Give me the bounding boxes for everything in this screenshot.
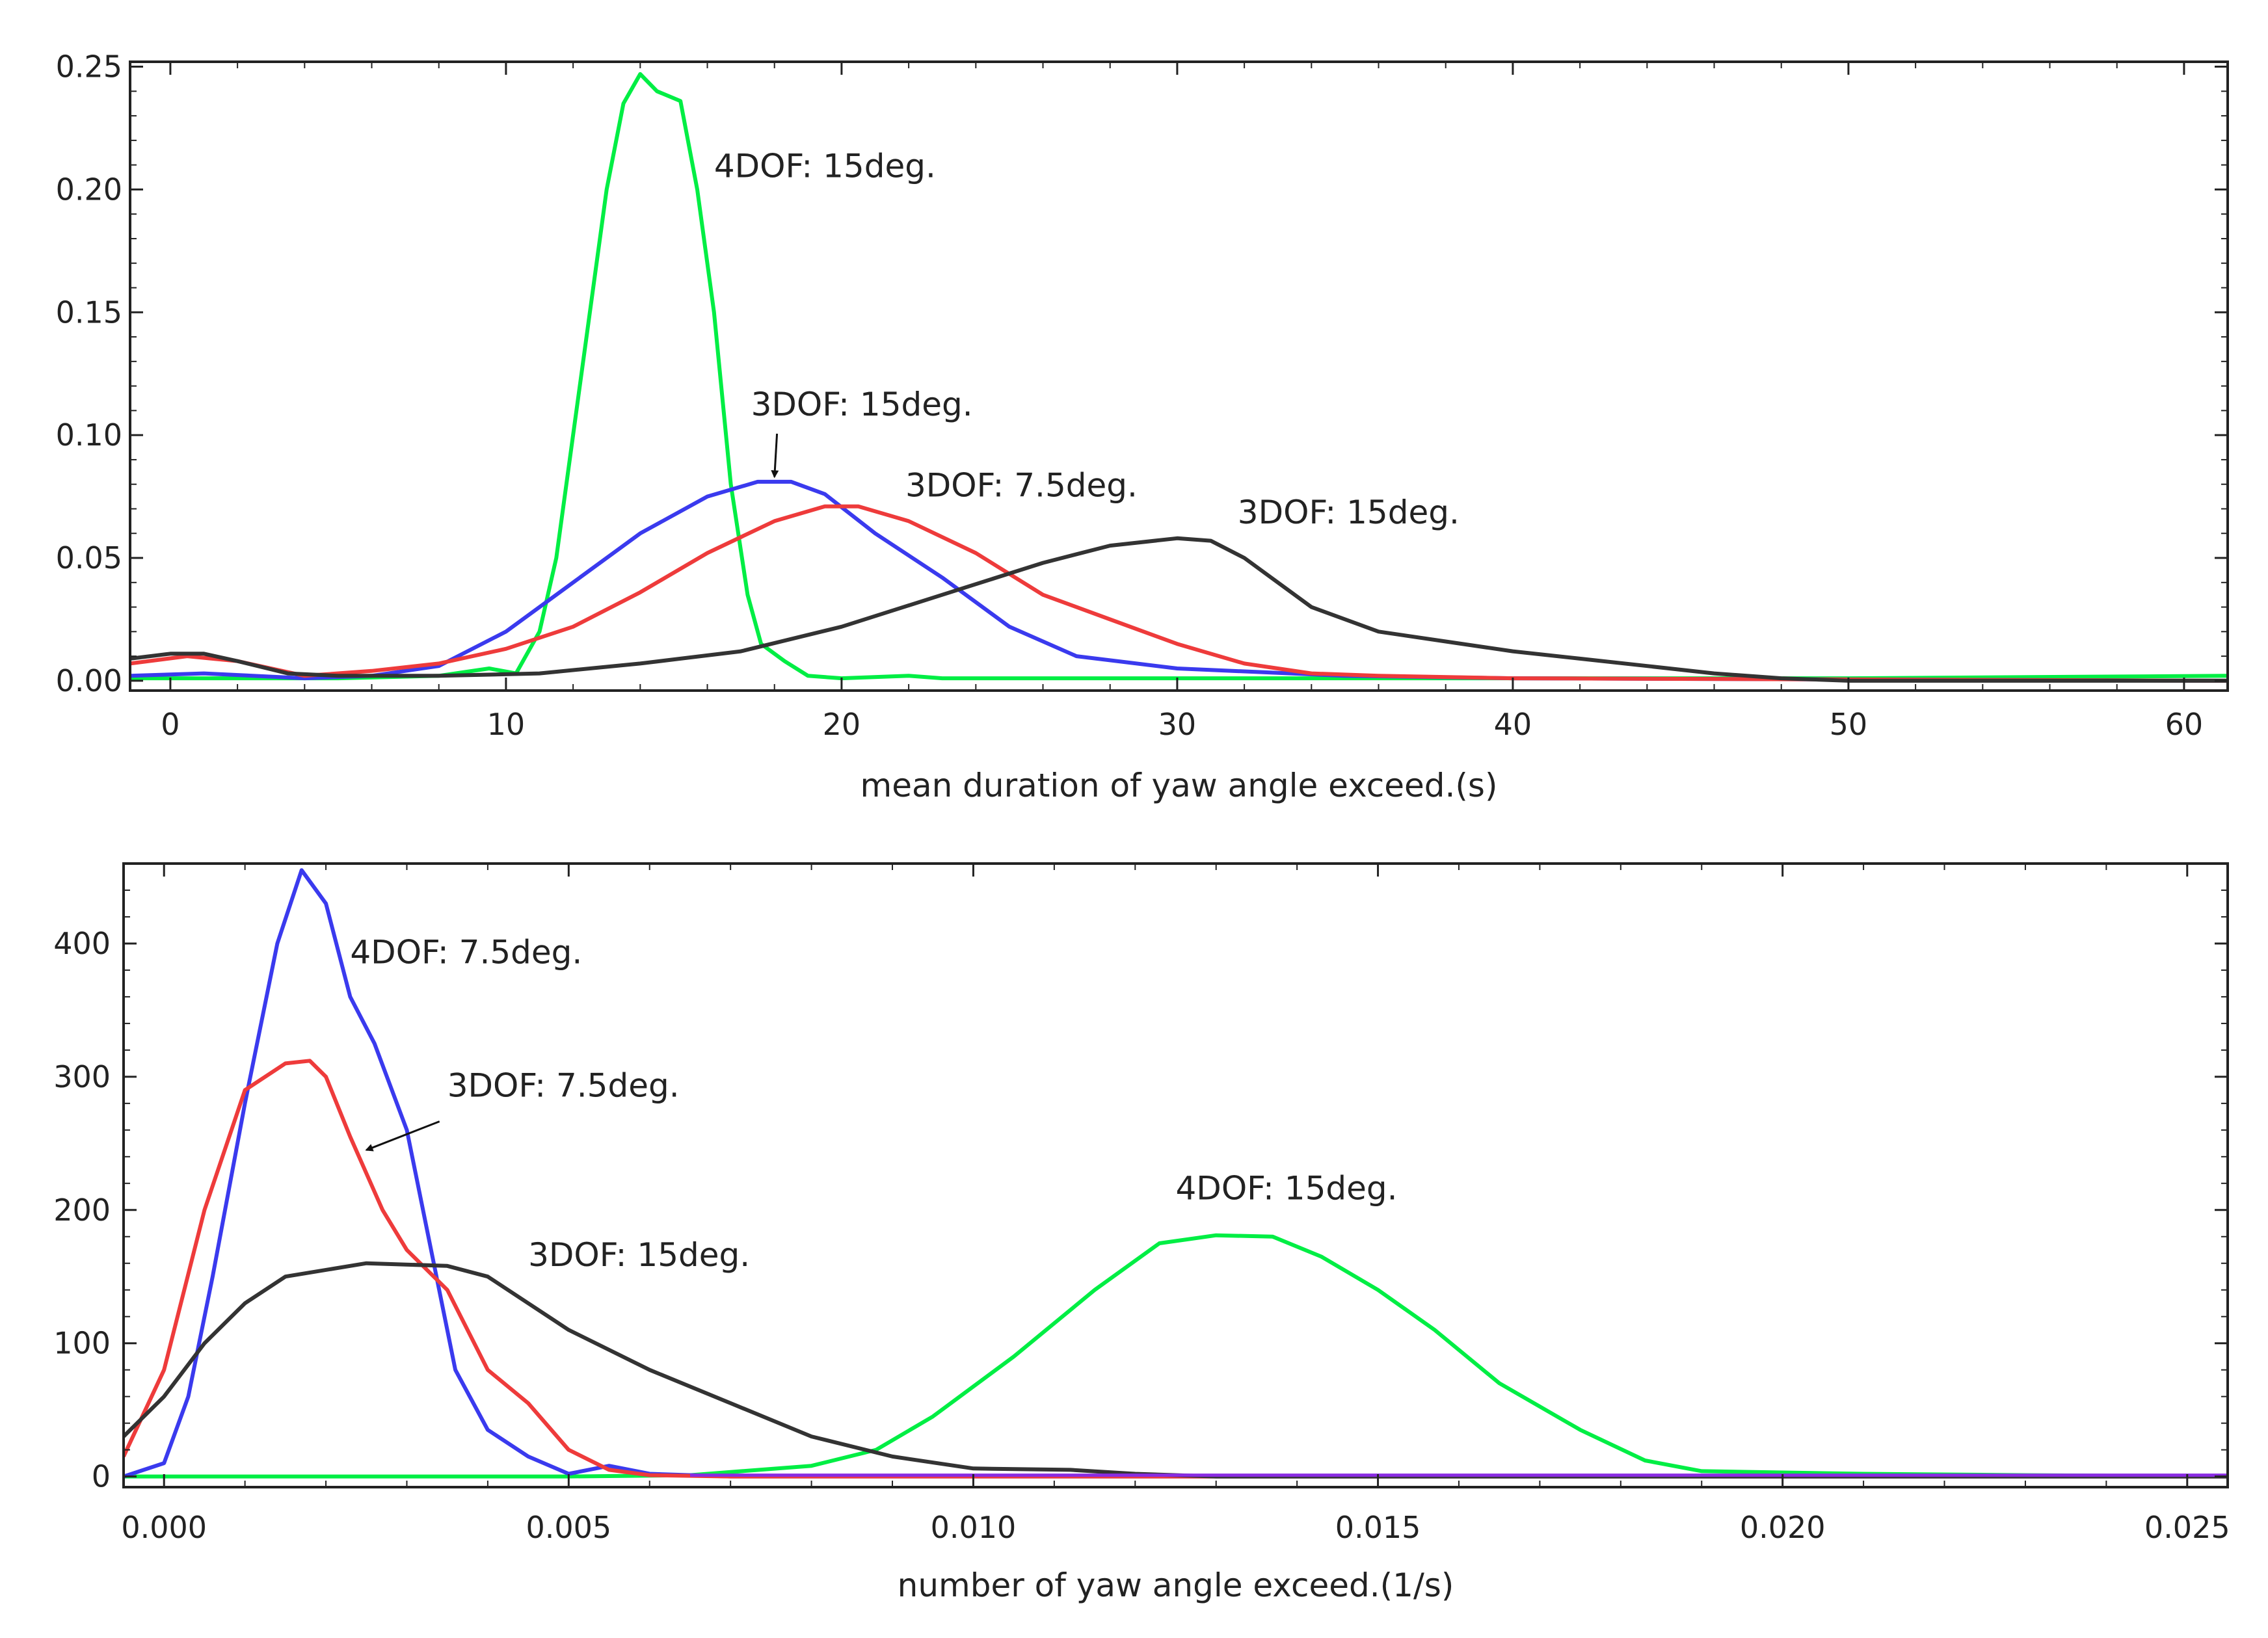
annotation-label: 4DOF: 7.5deg. <box>350 934 582 971</box>
x-axis-label: number of yaw angle exceed.(1/s) <box>898 1566 1454 1604</box>
y-tick-label: 0.00 <box>56 663 122 698</box>
x-tick-label: 10 <box>487 707 526 742</box>
x-tick-label: 60 <box>2165 707 2204 742</box>
series-line-4dof-7-5deg- <box>130 479 2228 683</box>
series-line-4dof-15deg- <box>130 72 2228 681</box>
x-tick-label: 40 <box>1494 707 1532 742</box>
x-tick-label: 0.015 <box>1335 1510 1421 1545</box>
x-tick-label: 0.010 <box>931 1510 1017 1545</box>
y-tick-label: 400 <box>53 926 111 961</box>
y-tick-label: 0.25 <box>56 49 122 85</box>
plot-frame <box>129 60 2229 692</box>
series-line-3dof-15deg- <box>130 536 2228 683</box>
plot-frame <box>122 862 2229 1488</box>
series-line-4dof-15deg- <box>124 1233 2228 1479</box>
count-density-chart: 0.000 0.005 0.010 0.015 0.020 0.025 0 100 200 300… <box>53 862 2230 1604</box>
annotation-label: 4DOF: 15deg. <box>714 148 936 185</box>
series-line-3dof-15deg- <box>124 1261 2228 1479</box>
x-tick-label: 0.005 <box>526 1510 611 1545</box>
x-axis-label: mean duration of yaw angle exceed.(s) <box>860 767 1497 804</box>
x-tick-label: 0.025 <box>2144 1510 2230 1545</box>
x-tick-label: 30 <box>1158 707 1197 742</box>
annotation-label: 3DOF: 15deg. <box>528 1236 750 1274</box>
x-tick-label: 50 <box>1830 707 1868 742</box>
series-line-3dof-7-5deg- <box>130 504 2228 683</box>
annotation-label: 3DOF: 15deg. <box>751 386 973 423</box>
x-tick-label: 0.020 <box>1740 1510 1826 1545</box>
y-tick-label: 0.05 <box>56 540 122 575</box>
annotation-arrow <box>771 433 779 479</box>
y-tick-label: 300 <box>53 1059 111 1094</box>
y-tick-label: 200 <box>53 1193 111 1228</box>
x-tick-label: 0.000 <box>121 1510 207 1545</box>
annotation-label: 3DOF: 7.5deg. <box>447 1067 680 1105</box>
y-tick-label: 100 <box>53 1326 111 1361</box>
series-line-3dof-7-5deg- <box>124 1059 2228 1479</box>
x-tick-label: 20 <box>823 707 861 742</box>
annotation-label: 3DOF: 15deg. <box>1238 494 1460 531</box>
y-tick-label: 0.20 <box>56 172 122 207</box>
annotation-label: 4DOF: 15deg. <box>1176 1169 1398 1207</box>
y-tick-label: 0 <box>92 1459 111 1494</box>
x-tick-label: 0 <box>161 707 180 742</box>
annotation-arrow <box>365 1120 440 1152</box>
y-tick-label: 0.15 <box>56 295 122 330</box>
annotation-label: 3DOF: 7.5deg. <box>905 467 1138 505</box>
y-tick-label: 0.10 <box>56 417 122 453</box>
duration-density-chart: 0 10 20 30 40 50 60 0.00 0.05 0.10 0.15 0.20 0.25 mea… <box>56 49 2229 804</box>
